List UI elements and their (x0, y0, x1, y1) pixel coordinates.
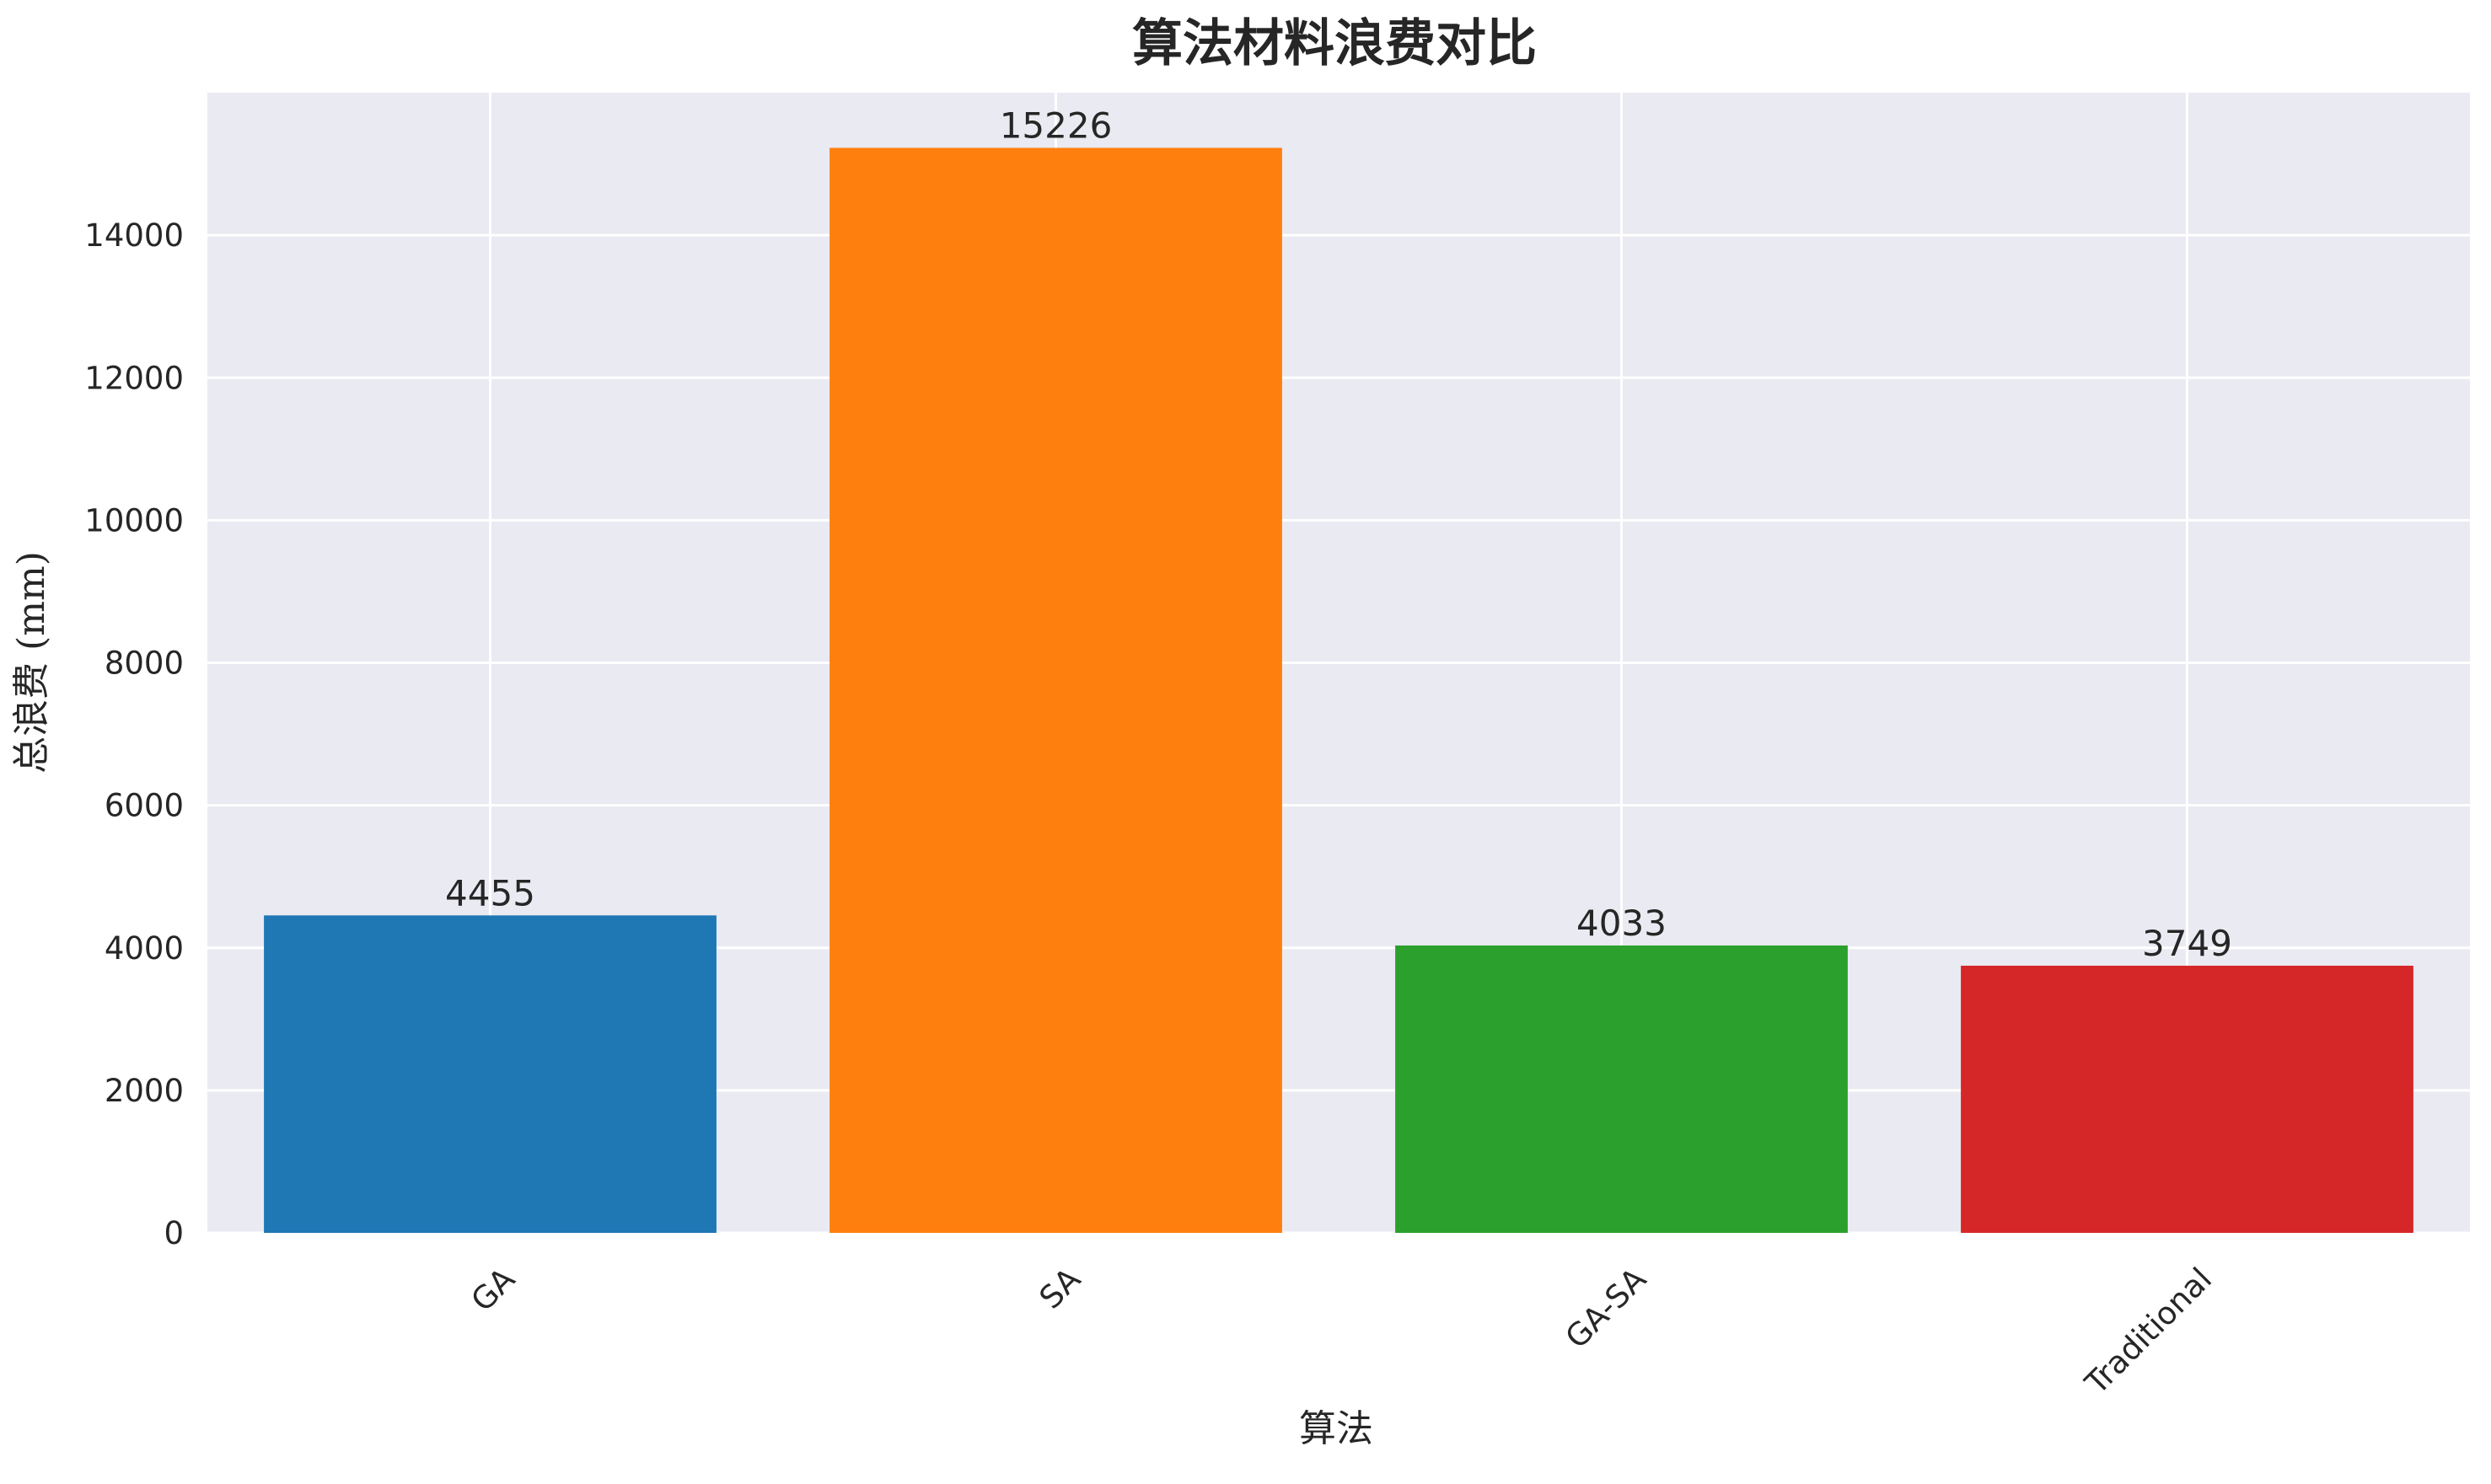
data-label-ga-sa: 4033 (1576, 903, 1667, 944)
y-tick-label: 14000 (84, 217, 184, 254)
x-axis-ticks: GA SA GA-SA Traditional (464, 1261, 2220, 1401)
x-tick-label-sa: SA (1033, 1261, 1087, 1315)
bar-ga-sa (1395, 945, 1848, 1233)
y-tick-label: 2000 (105, 1073, 184, 1109)
y-tick-label: 4000 (105, 930, 184, 967)
y-tick-label: 12000 (84, 360, 184, 396)
data-label-traditional: 3749 (2142, 923, 2232, 964)
y-tick-label: 6000 (105, 788, 184, 824)
bars (264, 147, 2413, 1233)
bar-sa (829, 147, 1282, 1233)
x-tick-label-traditional: Traditional (2078, 1261, 2219, 1401)
data-label-sa: 15226 (1000, 104, 1113, 146)
y-axis-label: 总浪费 (mm) (10, 551, 53, 774)
x-axis-label: 算法 (1299, 1407, 1373, 1450)
data-labels: 4455 15226 4033 3749 (445, 104, 2232, 964)
y-tick-label: 10000 (84, 502, 184, 538)
y-tick-label: 8000 (105, 646, 184, 682)
bar-traditional (1961, 965, 2413, 1233)
y-tick-label: 0 (164, 1215, 184, 1251)
y-axis-ticks: 0 2000 4000 6000 8000 10000 12000 14000 (84, 217, 184, 1251)
x-tick-label-ga: GA (464, 1261, 523, 1319)
x-tick-label-ga-sa: GA-SA (1559, 1261, 1653, 1355)
chart-title: 算法材料浪费对比 (1132, 14, 1537, 73)
bar-ga (264, 915, 717, 1233)
data-label-ga: 4455 (445, 872, 535, 913)
